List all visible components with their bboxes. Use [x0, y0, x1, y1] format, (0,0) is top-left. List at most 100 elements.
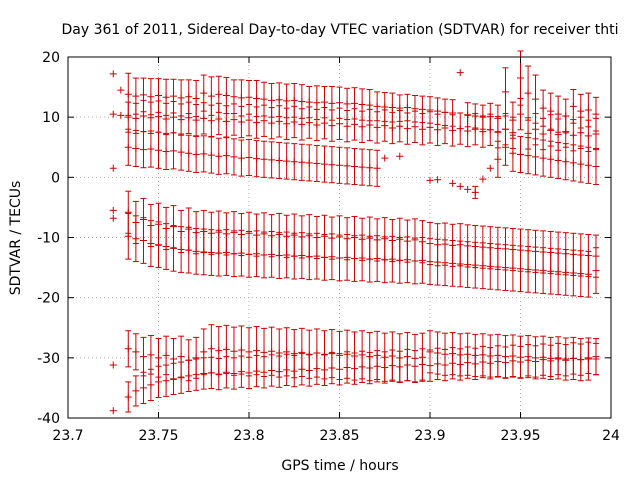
data-point: [298, 365, 306, 373]
data-point: [479, 175, 487, 183]
data-point: [584, 161, 592, 169]
data-point: [162, 147, 170, 155]
data-point: [237, 346, 245, 354]
data-point: [547, 267, 555, 275]
data-point: [577, 129, 585, 137]
data-point: [177, 116, 185, 124]
data-point: [584, 270, 592, 278]
data-point: [313, 99, 321, 107]
data-point: [411, 362, 419, 370]
data-point: [479, 358, 487, 366]
x-axis-label: GPS time / hours: [281, 458, 398, 474]
data-point: [139, 112, 147, 120]
data-point: [230, 369, 238, 377]
data-point: [396, 363, 404, 371]
data-point: [501, 88, 509, 96]
data-point: [517, 74, 524, 82]
data-point: [373, 123, 381, 131]
data-point: [396, 152, 404, 160]
data-point: [434, 126, 442, 134]
data-point: [139, 353, 147, 361]
data-point: [464, 261, 472, 269]
data-point: [517, 110, 524, 118]
data-point: [313, 159, 321, 167]
data-point: [109, 361, 117, 369]
data-point: [320, 253, 328, 261]
data-point: [396, 256, 404, 264]
x-tick-label: 23.9: [414, 428, 445, 444]
data-point: [381, 122, 389, 130]
data-marks: [109, 50, 600, 415]
data-point: [501, 359, 509, 367]
data-point: [260, 155, 268, 163]
series-E: [109, 212, 600, 298]
data-point: [449, 126, 457, 134]
data-point: [109, 407, 117, 415]
data-point: [260, 251, 268, 259]
data-point: [494, 357, 502, 365]
data-point: [139, 384, 147, 392]
data-point: [479, 128, 487, 136]
data-point: [192, 247, 200, 255]
data-point: [464, 127, 472, 135]
data-point: [305, 98, 313, 106]
data-point: [215, 115, 223, 123]
data-point: [592, 355, 600, 363]
data-point: [351, 120, 359, 128]
data-point: [494, 263, 502, 271]
data-point: [403, 104, 411, 112]
data-point: [592, 130, 600, 138]
data-point: [177, 94, 185, 102]
data-point: [124, 113, 132, 121]
data-point: [147, 93, 155, 101]
data-point: [426, 123, 434, 131]
data-point: [358, 254, 366, 262]
data-point: [177, 148, 185, 156]
data-point: [426, 258, 434, 266]
data-point: [283, 157, 291, 165]
data-point: [554, 110, 562, 118]
data-point: [569, 102, 577, 110]
data-point: [328, 253, 336, 261]
data-point: [109, 206, 117, 214]
data-point: [207, 345, 215, 353]
data-point: [501, 143, 509, 151]
data-point: [268, 347, 276, 355]
data-point: [403, 125, 411, 133]
data-point: [320, 98, 328, 106]
data-point: [426, 362, 434, 370]
data-point: [283, 366, 291, 374]
data-point: [320, 366, 328, 374]
data-point: [253, 347, 261, 355]
data-point: [290, 118, 298, 126]
data-point: [336, 161, 343, 169]
data-point: [464, 185, 472, 193]
data-point: [554, 131, 562, 139]
data-point: [381, 363, 389, 371]
data-point: [494, 155, 502, 163]
data-point: [554, 268, 562, 276]
data-point: [207, 117, 215, 125]
data-point: [230, 153, 238, 161]
data-point: [139, 237, 147, 245]
data-point: [222, 117, 230, 125]
data-point: [215, 347, 223, 355]
data-point: [147, 114, 155, 122]
data-point: [524, 89, 532, 97]
data-point: [584, 132, 592, 140]
data-point: [237, 154, 245, 162]
data-point: [449, 259, 457, 267]
series-G: [109, 341, 600, 415]
data-point: [237, 94, 245, 102]
data-point: [471, 261, 479, 269]
data-point: [132, 348, 140, 356]
data-point: [124, 393, 132, 401]
data-point: [388, 362, 396, 370]
data-point: [170, 375, 178, 383]
data-point: [132, 235, 140, 243]
data-point: [547, 126, 555, 134]
data-point: [381, 103, 389, 111]
data-point: [290, 252, 298, 260]
data-point: [185, 246, 193, 254]
data-point: [554, 156, 562, 164]
